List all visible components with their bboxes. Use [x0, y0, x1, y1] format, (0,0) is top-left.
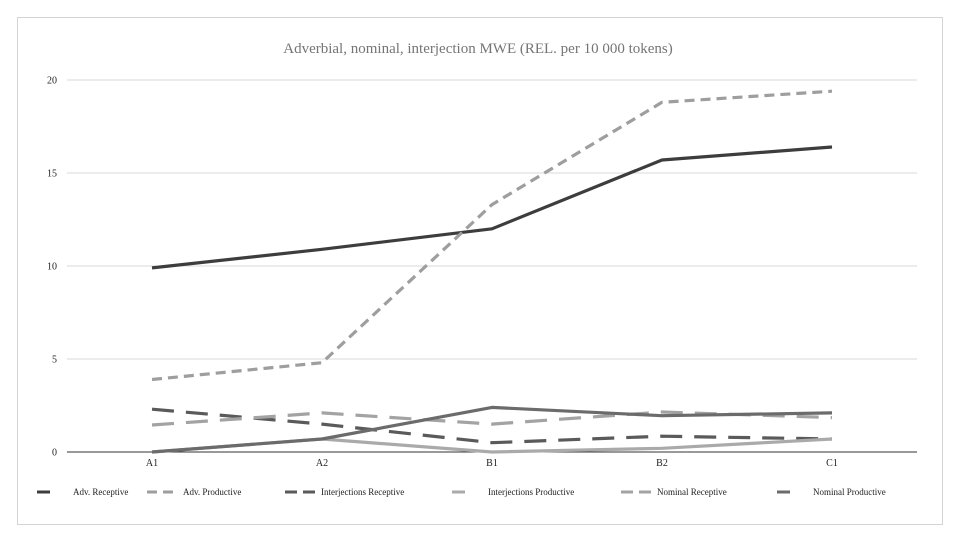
- legend-label-1: Adv. Productive: [183, 487, 241, 497]
- series-lines: [151, 89, 833, 454]
- legend-label-0: Adv. Receptive: [73, 487, 128, 497]
- series-line-4: [151, 410, 833, 427]
- x-tick-label: C1: [826, 458, 838, 469]
- legend-label-2: Interjections Receptive: [321, 487, 404, 497]
- series-line-0: [151, 145, 833, 270]
- legend-label-4: Nominal Receptive: [657, 487, 727, 497]
- legend-label-5: Nominal Productive: [813, 487, 886, 497]
- chart-title: Adverbial, nominal, interjection MWE (RE…: [283, 41, 673, 57]
- y-tick-label: 10: [47, 262, 57, 273]
- series-line-1: [151, 89, 833, 382]
- x-tick-label: B2: [656, 458, 668, 469]
- x-axis: A1 A2 B1 B2 C1: [67, 451, 917, 469]
- y-tick-label: 0: [52, 448, 57, 459]
- x-tick-label: A1: [146, 458, 158, 469]
- y-tick-label: 15: [47, 169, 57, 180]
- y-tick-label: 5: [52, 355, 57, 366]
- y-axis-ticks: 0 5 10 15 20: [47, 76, 57, 459]
- series-line-5: [151, 405, 833, 454]
- x-tick-label: A2: [316, 458, 328, 469]
- series-line-2: [151, 407, 833, 445]
- legend-label-3: Interjections Productive: [488, 487, 574, 497]
- y-tick-label: 20: [47, 76, 57, 87]
- gridlines: [67, 79, 917, 360]
- legend: Adv. Receptive Adv. Productive Interjectio…: [37, 487, 886, 497]
- x-tick-label: B1: [486, 458, 498, 469]
